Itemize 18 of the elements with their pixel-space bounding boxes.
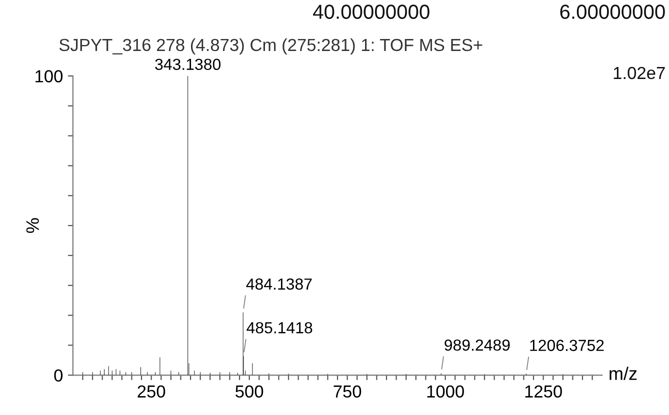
x-axis-title: m/z	[610, 366, 637, 380]
y-tick-label: 0	[54, 369, 63, 382]
annotation: 343.1380	[155, 58, 221, 70]
x-tick-label: 1250	[525, 385, 562, 398]
x-tick-label: 750	[334, 385, 362, 398]
annotation: 484.1387	[246, 278, 312, 290]
text: 6.00000000	[560, 4, 665, 19]
annotation: 1206.3752	[530, 340, 604, 352]
chart-title: SJPYT_316 278 (4.873) Cm (275:281) 1: TOF MS ES+	[59, 38, 482, 55]
x-tick-label: 250	[138, 385, 166, 398]
x-tick-label: 1000	[427, 385, 464, 398]
text: 40.00000000	[313, 4, 430, 19]
y-tick-label: 100	[36, 70, 63, 82]
y-axis-title: %	[26, 218, 39, 233]
text: 1.02e7	[614, 66, 665, 80]
annotation: 485.1418	[246, 322, 312, 334]
x-tick-label: 500	[236, 385, 264, 398]
annotation: 989.2489	[444, 339, 510, 351]
